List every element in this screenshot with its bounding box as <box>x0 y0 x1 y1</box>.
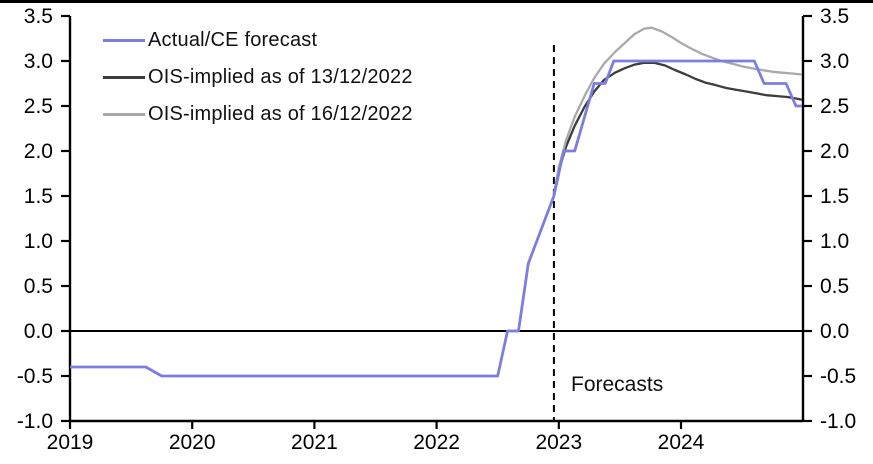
legend-item-ois-13-12-2022: OIS-implied as of 13/12/2022 <box>103 59 413 96</box>
y-axis-tick-label-right: 2.5 <box>820 95 849 118</box>
x-axis-tick-label: 2024 <box>658 431 705 454</box>
legend-line-swatch-ois-13-12 <box>103 76 145 79</box>
x-axis-tick-label: 2020 <box>169 431 216 454</box>
y-axis-tick-label-left: 0.5 <box>24 275 53 298</box>
y-axis-tick-label-right: 0.0 <box>820 320 849 343</box>
y-axis-tick-label-left: 1.5 <box>24 185 53 208</box>
series-line-ois-16-12 <box>552 26 803 195</box>
y-axis-tick-label-left: 3.5 <box>24 5 53 28</box>
y-axis-tick-label-right: 3.5 <box>820 5 849 28</box>
legend-item-actual-ce-forecast: Actual/CE forecast <box>103 22 413 59</box>
y-axis-tick-label-right: 0.5 <box>820 275 849 298</box>
legend-line-swatch-ois-16-12 <box>103 113 145 116</box>
y-axis-tick-label-left: -1.0 <box>17 410 53 433</box>
legend-label-ois-13-12: OIS-implied as of 13/12/2022 <box>148 66 413 88</box>
y-axis-tick-label-left: 0.0 <box>24 320 53 343</box>
forecasts-annotation-label: Forecasts <box>571 373 664 396</box>
y-axis-tick-label-right: -0.5 <box>820 365 856 388</box>
legend-label-actual: Actual/CE forecast <box>148 29 318 51</box>
y-axis-tick-label-left: 3.0 <box>24 50 53 73</box>
y-axis-tick-label-right: 3.0 <box>820 50 849 73</box>
legend-item-ois-16-12-2022: OIS-implied as of 16/12/2022 <box>103 96 413 133</box>
y-axis-tick-label-right: 1.5 <box>820 185 849 208</box>
y-axis-tick-label-left: -0.5 <box>17 365 53 388</box>
legend-line-swatch-actual <box>103 39 145 42</box>
y-axis-tick-label-right: 2.0 <box>820 140 849 163</box>
y-axis-tick-label-left: 2.0 <box>24 140 53 163</box>
x-axis-tick-label: 2023 <box>535 431 582 454</box>
x-axis-tick-label: 2022 <box>413 431 460 454</box>
x-axis-tick-label: 2019 <box>47 431 94 454</box>
top-border-rule <box>0 0 873 3</box>
legend-label-ois-16-12: OIS-implied as of 16/12/2022 <box>148 103 413 125</box>
legend: Actual/CE forecast OIS-implied as of 13/… <box>103 22 413 133</box>
y-axis-tick-label-right: 1.0 <box>820 230 849 253</box>
y-axis-tick-label-left: 1.0 <box>24 230 53 253</box>
series-line-actual-ce <box>70 59 802 378</box>
y-axis-tick-label-right: -1.0 <box>820 410 856 433</box>
y-axis-tick-label-left: 2.5 <box>24 95 53 118</box>
x-axis-tick-label: 2021 <box>291 431 338 454</box>
